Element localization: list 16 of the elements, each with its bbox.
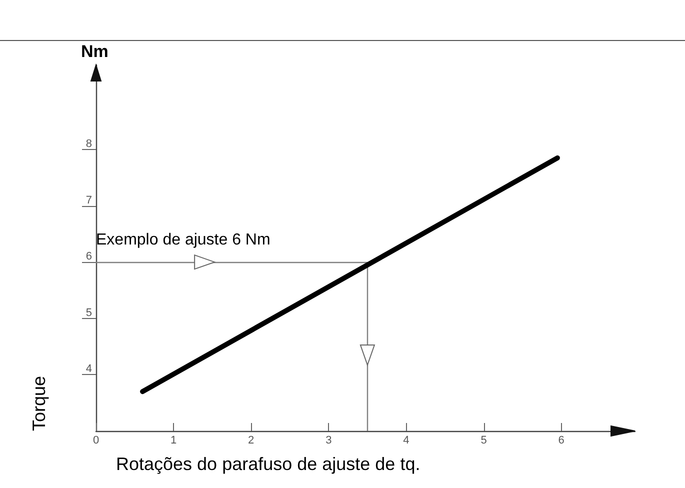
y-tick-label: 6 [86, 250, 92, 263]
x-tick-label: 5 [480, 434, 487, 446]
x-axis-title: Rotações do parafuso de ajuste de tq. [116, 454, 420, 474]
ref-line-label: Exemplo de ajuste 6 Nm [96, 232, 270, 249]
y-tick-label: 7 [86, 194, 92, 206]
x-tick-label: 4 [403, 434, 410, 446]
y-tick-label: 5 [86, 306, 92, 319]
x-tick-label: 1 [170, 434, 177, 446]
y-tick-label: 4 [86, 363, 92, 376]
x-tick-label: 6 [558, 434, 564, 446]
y-tick-label: 8 [86, 138, 92, 150]
x-tick-label: 0 [92, 434, 100, 446]
text: Nm [81, 42, 108, 61]
y-axis-title: Torque [29, 376, 49, 431]
x-tick-label: 2 [248, 434, 254, 446]
x-tick-label: 3 [326, 434, 332, 446]
